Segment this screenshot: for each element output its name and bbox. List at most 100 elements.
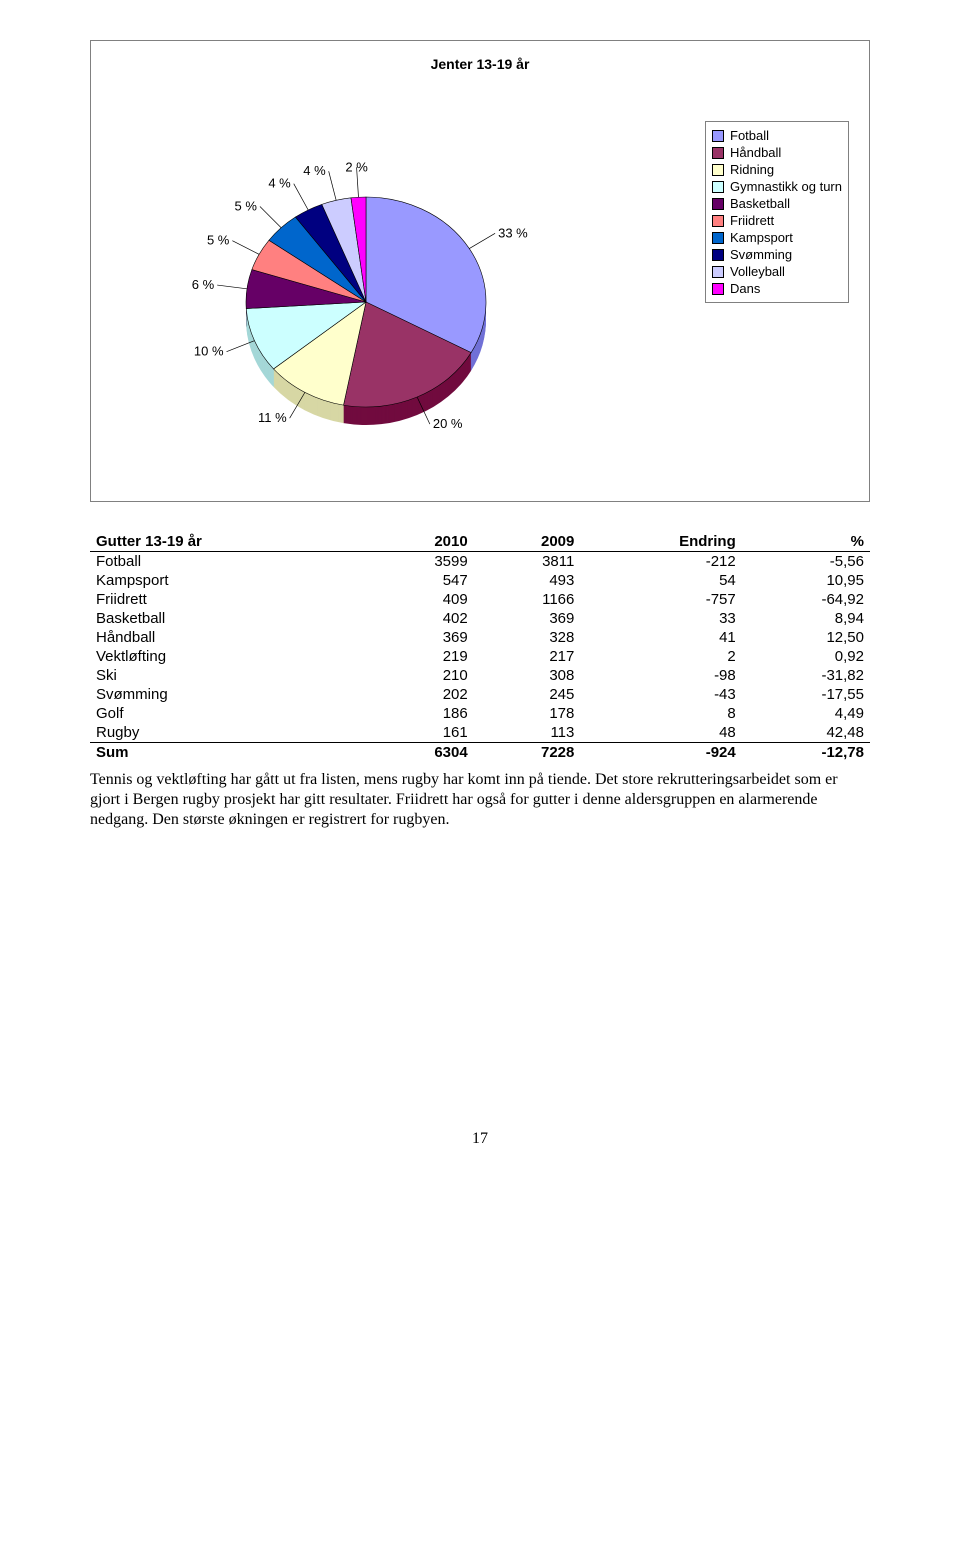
table-row: Kampsport5474935410,95	[90, 571, 870, 590]
legend-label: Dans	[730, 281, 760, 296]
pie-label: 6 %	[192, 277, 215, 292]
col-header-pct: %	[742, 532, 870, 552]
table-cell: 0,92	[742, 647, 870, 666]
legend-swatch	[712, 198, 724, 210]
table-row: Friidrett4091166-757-64,92	[90, 590, 870, 609]
table-cell: 369	[367, 628, 474, 647]
table-row: Rugby1611134842,48	[90, 723, 870, 743]
table-cell: 245	[474, 685, 581, 704]
table-cell: 3599	[367, 552, 474, 572]
chart-container: Jenter 13-19 år 33 %20 %11 %10 %6 %5 %5 …	[90, 40, 870, 502]
legend-label: Ridning	[730, 162, 774, 177]
table-row: Golf18617884,49	[90, 704, 870, 723]
legend-swatch	[712, 181, 724, 193]
table-cell: Håndball	[90, 628, 367, 647]
col-header-endring: Endring	[580, 532, 741, 552]
legend-item: Volleyball	[712, 264, 842, 279]
table-cell: 8	[580, 704, 741, 723]
pie-label: 5 %	[235, 199, 258, 214]
table-cell: 178	[474, 704, 581, 723]
table-cell: 33	[580, 609, 741, 628]
col-header-name: Gutter 13-19 år	[90, 532, 367, 552]
table-row: Basketball402369338,94	[90, 609, 870, 628]
table-cell: -64,92	[742, 590, 870, 609]
legend-swatch	[712, 215, 724, 227]
table-cell: -17,55	[742, 685, 870, 704]
legend-item: Dans	[712, 281, 842, 296]
pie-label: 4 %	[303, 163, 326, 178]
table-sum-row: Sum63047228-924-12,78	[90, 743, 870, 763]
legend-swatch	[712, 130, 724, 142]
table-row: Svømming202245-43-17,55	[90, 685, 870, 704]
table-cell: Ski	[90, 666, 367, 685]
legend-label: Volleyball	[730, 264, 785, 279]
legend-item: Friidrett	[712, 213, 842, 228]
legend-swatch	[712, 266, 724, 278]
pie-label: 33 %	[498, 225, 528, 240]
table-row: Håndball3693284112,50	[90, 628, 870, 647]
table-cell: Kampsport	[90, 571, 367, 590]
table-cell: 308	[474, 666, 581, 685]
legend-label: Håndball	[730, 145, 781, 160]
table-cell: 8,94	[742, 609, 870, 628]
pie-label: 5 %	[207, 233, 230, 248]
table-cell: 1166	[474, 590, 581, 609]
table-cell: Vektløfting	[90, 647, 367, 666]
table-cell: 7228	[474, 743, 581, 763]
table-cell: 2	[580, 647, 741, 666]
table-cell: Sum	[90, 743, 367, 763]
table-cell: Basketball	[90, 609, 367, 628]
legend-item: Håndball	[712, 145, 842, 160]
pie-label: 20 %	[433, 416, 463, 431]
table-cell: 210	[367, 666, 474, 685]
table-cell: -757	[580, 590, 741, 609]
legend-label: Kampsport	[730, 230, 793, 245]
table-cell: -924	[580, 743, 741, 763]
table-cell: 369	[474, 609, 581, 628]
table-cell: -12,78	[742, 743, 870, 763]
table-cell: Fotball	[90, 552, 367, 572]
table-row: Ski210308-98-31,82	[90, 666, 870, 685]
table-cell: 186	[367, 704, 474, 723]
legend-label: Friidrett	[730, 213, 774, 228]
legend-item: Kampsport	[712, 230, 842, 245]
legend-item: Basketball	[712, 196, 842, 211]
table-cell: 493	[474, 571, 581, 590]
col-header-2010: 2010	[367, 532, 474, 552]
paragraph: Tennis og vektløfting har gått ut fra li…	[90, 770, 870, 830]
data-table: Gutter 13-19 år 2010 2009 Endring % Fotb…	[90, 532, 870, 762]
table-cell: 217	[474, 647, 581, 666]
table-row: Vektløfting21921720,92	[90, 647, 870, 666]
table-cell: Svømming	[90, 685, 367, 704]
legend-swatch	[712, 164, 724, 176]
table-cell: 54	[580, 571, 741, 590]
table-cell: 42,48	[742, 723, 870, 743]
table-cell: 202	[367, 685, 474, 704]
legend-label: Gymnastikk og turn	[730, 179, 842, 194]
pie-chart: 33 %20 %11 %10 %6 %5 %5 %4 %4 %2 %	[111, 82, 531, 452]
pie-label: 11 %	[258, 410, 287, 425]
table-row: Fotball35993811-212-5,56	[90, 552, 870, 572]
table-cell: -98	[580, 666, 741, 685]
table-cell: 328	[474, 628, 581, 647]
table-cell: 3811	[474, 552, 581, 572]
table-cell: Friidrett	[90, 590, 367, 609]
table-cell: 48	[580, 723, 741, 743]
table-cell: -5,56	[742, 552, 870, 572]
pie-label: 2 %	[345, 159, 368, 174]
legend-swatch	[712, 249, 724, 261]
table-cell: 6304	[367, 743, 474, 763]
table-cell: Rugby	[90, 723, 367, 743]
table-cell: 547	[367, 571, 474, 590]
table-cell: 113	[474, 723, 581, 743]
legend-item: Fotball	[712, 128, 842, 143]
table-cell: -31,82	[742, 666, 870, 685]
legend-swatch	[712, 283, 724, 295]
table-cell: 219	[367, 647, 474, 666]
legend-item: Svømming	[712, 247, 842, 262]
legend-label: Fotball	[730, 128, 769, 143]
legend-swatch	[712, 232, 724, 244]
table-cell: -43	[580, 685, 741, 704]
table-cell: Golf	[90, 704, 367, 723]
pie-label: 10 %	[194, 344, 224, 359]
